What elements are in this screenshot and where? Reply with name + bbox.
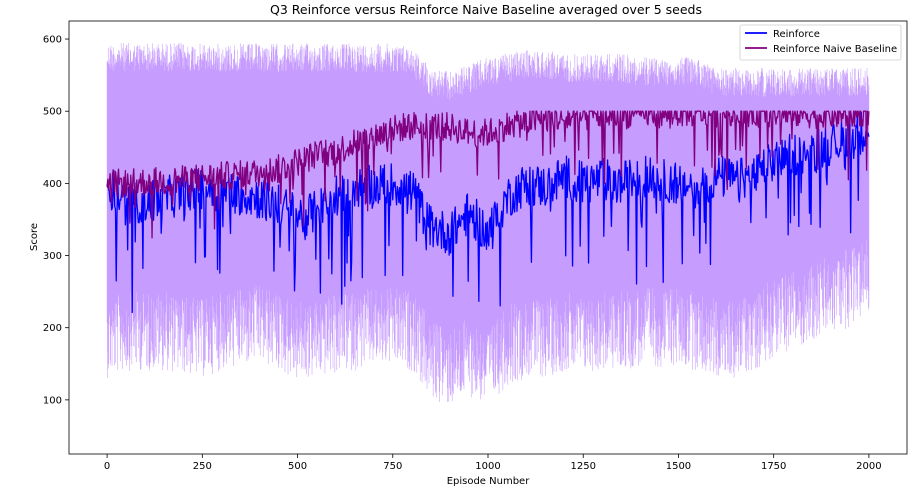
x-tick-label: 0	[104, 461, 110, 472]
x-tick-label: 1750	[761, 461, 786, 472]
y-tick-label: 300	[43, 251, 62, 262]
x-tick-label: 500	[288, 461, 307, 472]
x-tick-label: 1500	[666, 461, 691, 472]
y-axis-label: Score	[29, 223, 40, 251]
y-tick-label: 600	[43, 35, 62, 46]
series-line-reinforce	[106, 111, 870, 314]
x-tick-label: 2000	[856, 461, 881, 472]
x-tick-label: 750	[383, 461, 402, 472]
y-tick-label: 500	[43, 107, 62, 118]
x-tick-label: 1000	[475, 461, 500, 472]
axes: 0 250 500 750 1000 1250 1500 1750 2000 100 200 300 4…	[43, 35, 882, 472]
x-axis-label: Episode Number	[447, 476, 531, 487]
variability-band	[106, 42, 870, 403]
y-tick-label: 400	[43, 179, 62, 190]
chart-title: Q3 Reinforce versus Reinforce Naive Base…	[270, 2, 702, 17]
legend-label-naive-baseline: Reinforce Naive Baseline	[773, 44, 897, 55]
legend-box	[739, 24, 902, 61]
legend: Reinforce Reinforce Naive Baseline	[739, 24, 902, 61]
y-tick-label: 100	[43, 395, 62, 406]
series-line-naive-baseline	[106, 110, 870, 239]
y-tick-label: 200	[43, 323, 62, 334]
x-tick-label: 250	[193, 461, 212, 472]
plot-area	[106, 42, 870, 403]
x-tick-label: 1250	[571, 461, 596, 472]
legend-label-reinforce: Reinforce	[773, 29, 820, 40]
